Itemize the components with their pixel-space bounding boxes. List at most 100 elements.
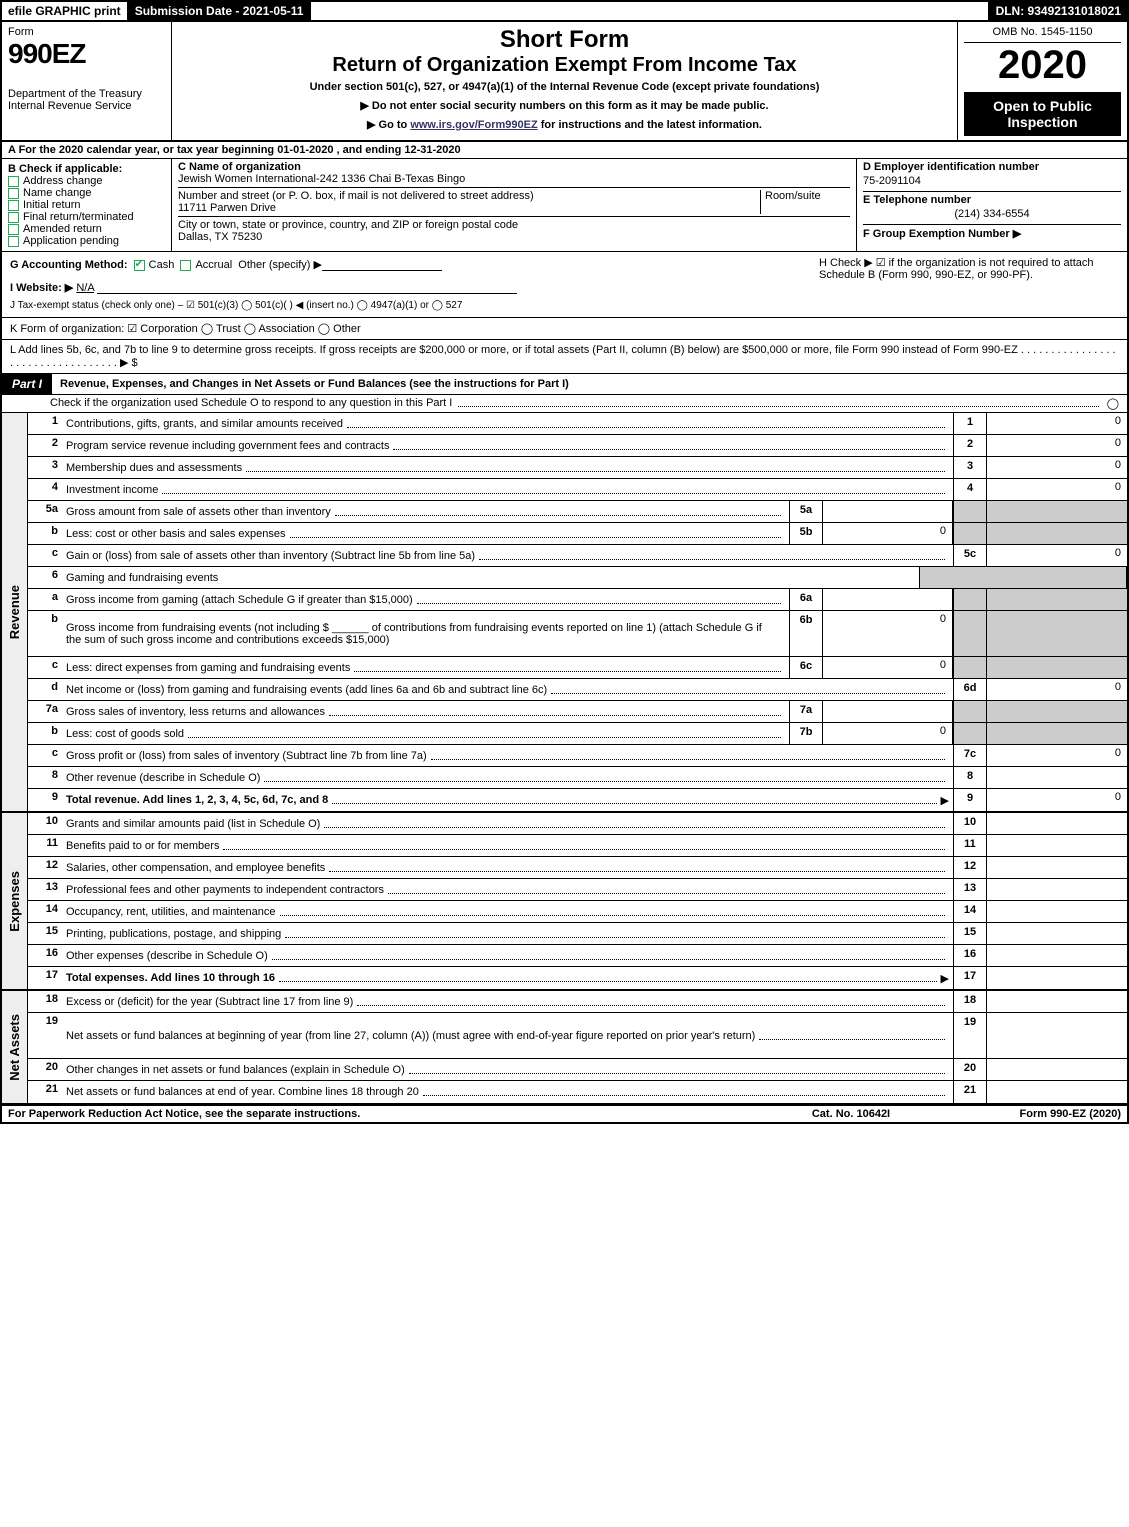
leader-dots <box>423 1088 945 1096</box>
subtitle: Under section 501(c), 527, or 4947(a)(1)… <box>180 81 949 93</box>
line-value <box>987 967 1127 989</box>
line-number: 3 <box>28 457 62 478</box>
cb-final-return[interactable] <box>8 212 19 223</box>
line-number: 20 <box>28 1059 62 1080</box>
leader-dots <box>332 796 936 804</box>
line-k: K Form of organization: ☑ Corporation ◯ … <box>0 318 1129 340</box>
city-state-zip: Dallas, TX 75230 <box>178 231 850 243</box>
revenue-table: Revenue 1Contributions, gifts, grants, a… <box>0 413 1129 813</box>
entity-grid: B Check if applicable: Address change Na… <box>0 159 1129 252</box>
other-specify-blank[interactable] <box>322 259 442 271</box>
line-number: 4 <box>28 479 62 500</box>
table-row: 20Other changes in net assets or fund ba… <box>28 1059 1127 1081</box>
leader-dots <box>264 774 945 782</box>
line-value <box>987 991 1127 1012</box>
table-row: 7aGross sales of inventory, less returns… <box>28 701 1127 723</box>
line-value <box>987 657 1127 678</box>
line-number: 6 <box>28 567 62 588</box>
line-ref-number: 15 <box>953 923 987 944</box>
table-row: 9Total revenue. Add lines 1, 2, 3, 4, 5c… <box>28 789 1127 811</box>
line-number: 8 <box>28 767 62 788</box>
line-value: 0 <box>987 457 1127 478</box>
part1-check-box[interactable]: ◯ <box>1105 397 1119 410</box>
line-description: Professional fees and other payments to … <box>62 879 953 900</box>
addr-label: Number and street (or P. O. box, if mail… <box>178 190 760 202</box>
table-row: bLess: cost or other basis and sales exp… <box>28 523 1127 545</box>
d-label: D Employer identification number <box>863 161 1121 173</box>
line-ref-number: 16 <box>953 945 987 966</box>
line-value <box>987 589 1127 610</box>
dln: DLN: 93492131018021 <box>990 2 1127 20</box>
leader-dots <box>417 596 781 604</box>
c-label: C Name of organization <box>178 161 850 173</box>
line-description: Gross income from fundraising events (no… <box>62 611 789 656</box>
footer-left: For Paperwork Reduction Act Notice, see … <box>8 1108 771 1120</box>
box-b-label: B Check if applicable: <box>8 163 165 175</box>
omb-number: OMB No. 1545-1150 <box>964 26 1121 43</box>
leader-dots <box>329 708 781 716</box>
cb-address-change[interactable] <box>8 176 19 187</box>
leader-dots <box>551 686 945 694</box>
irs-link[interactable]: www.irs.gov/Form990EZ <box>410 119 537 131</box>
header-right: OMB No. 1545-1150 2020 Open to Public In… <box>957 22 1127 140</box>
submission-date: Submission Date - 2021-05-11 <box>129 2 312 20</box>
leader-dots <box>279 974 936 982</box>
website-value: N/A <box>76 282 94 294</box>
table-row: 15Printing, publications, postage, and s… <box>28 923 1127 945</box>
line-number: 19 <box>28 1013 62 1058</box>
instr-link-line: ▶ Go to www.irs.gov/Form990EZ for instru… <box>180 118 949 131</box>
cb-initial-return[interactable] <box>8 200 19 211</box>
netassets-rows: 18Excess or (deficit) for the year (Subt… <box>28 991 1127 1103</box>
line-value <box>987 523 1127 544</box>
line-value <box>987 701 1127 722</box>
line-ref-number: 14 <box>953 901 987 922</box>
line-value: 0 <box>987 413 1127 434</box>
line-description: Gross amount from sale of assets other t… <box>62 501 789 522</box>
line-ref-number <box>953 701 987 722</box>
top-bar: efile GRAPHIC print Submission Date - 20… <box>0 0 1129 22</box>
cb-name-change[interactable] <box>8 188 19 199</box>
dept-treasury: Department of the Treasury <box>8 88 165 100</box>
line-value: 0 <box>987 435 1127 456</box>
sub-line-value: 0 <box>823 611 953 656</box>
table-row: dNet income or (loss) from gaming and fu… <box>28 679 1127 701</box>
line-value <box>987 1081 1127 1103</box>
table-row: 2Program service revenue including gover… <box>28 435 1127 457</box>
leader-dots <box>388 886 945 894</box>
sub-line-number: 7b <box>789 723 823 744</box>
leader-dots <box>280 908 945 916</box>
table-row: 1Contributions, gifts, grants, and simil… <box>28 413 1127 435</box>
sub-line-value: 0 <box>823 657 953 678</box>
dots <box>458 397 1099 407</box>
efile-label[interactable]: efile GRAPHIC print <box>2 2 129 20</box>
cb-amended-return[interactable] <box>8 224 19 235</box>
leader-dots <box>759 1032 945 1040</box>
line-description: Net income or (loss) from gaming and fun… <box>62 679 953 700</box>
arrow-icon: ▶ <box>941 972 949 985</box>
sub-line-number: 6c <box>789 657 823 678</box>
line-description: Printing, publications, postage, and shi… <box>62 923 953 944</box>
line-ref-number: 17 <box>953 967 987 989</box>
cb-cash[interactable] <box>134 260 145 271</box>
cb-amended-return-label: Amended return <box>23 223 102 235</box>
line-value <box>987 901 1127 922</box>
line-description: Excess or (deficit) for the year (Subtra… <box>62 991 953 1012</box>
header-left: Form 990EZ Department of the Treasury In… <box>2 22 172 140</box>
line-description: Other changes in net assets or fund bala… <box>62 1059 953 1080</box>
cb-application-pending[interactable] <box>8 236 19 247</box>
leader-dots <box>347 420 945 428</box>
line-description: Gaming and fundraising events <box>62 567 919 588</box>
cb-accrual[interactable] <box>180 260 191 271</box>
table-row: 19Net assets or fund balances at beginni… <box>28 1013 1127 1059</box>
table-row: bGross income from fundraising events (n… <box>28 611 1127 657</box>
cb-application-pending-label: Application pending <box>23 235 119 247</box>
line-number: b <box>28 611 62 656</box>
instr2-post: for instructions and the latest informat… <box>538 119 762 131</box>
line-number: 5a <box>28 501 62 522</box>
line-ref-number <box>953 611 987 656</box>
form-header: Form 990EZ Department of the Treasury In… <box>0 22 1129 142</box>
netassets-side-text: Net Assets <box>7 1014 22 1081</box>
line-number: 9 <box>28 789 62 811</box>
line-i: I Website: ▶ N/A <box>10 281 1119 294</box>
table-row: 8Other revenue (describe in Schedule O)8 <box>28 767 1127 789</box>
